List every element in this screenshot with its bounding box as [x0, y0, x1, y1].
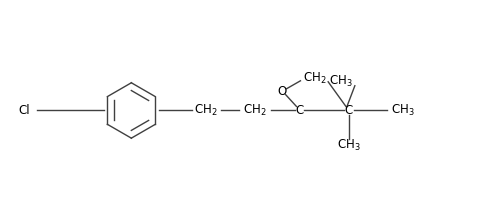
Text: C: C — [345, 104, 353, 117]
Text: CH$_2$: CH$_2$ — [243, 103, 267, 118]
Text: CH$_2$: CH$_2$ — [194, 103, 217, 118]
Text: CH$_2$: CH$_2$ — [302, 71, 326, 86]
Text: C: C — [295, 104, 303, 117]
Text: CH$_3$: CH$_3$ — [392, 103, 415, 118]
Text: O: O — [277, 85, 286, 98]
Text: CH$_3$: CH$_3$ — [337, 138, 361, 153]
Text: CH$_3$: CH$_3$ — [329, 74, 353, 89]
Text: Cl: Cl — [19, 104, 30, 117]
